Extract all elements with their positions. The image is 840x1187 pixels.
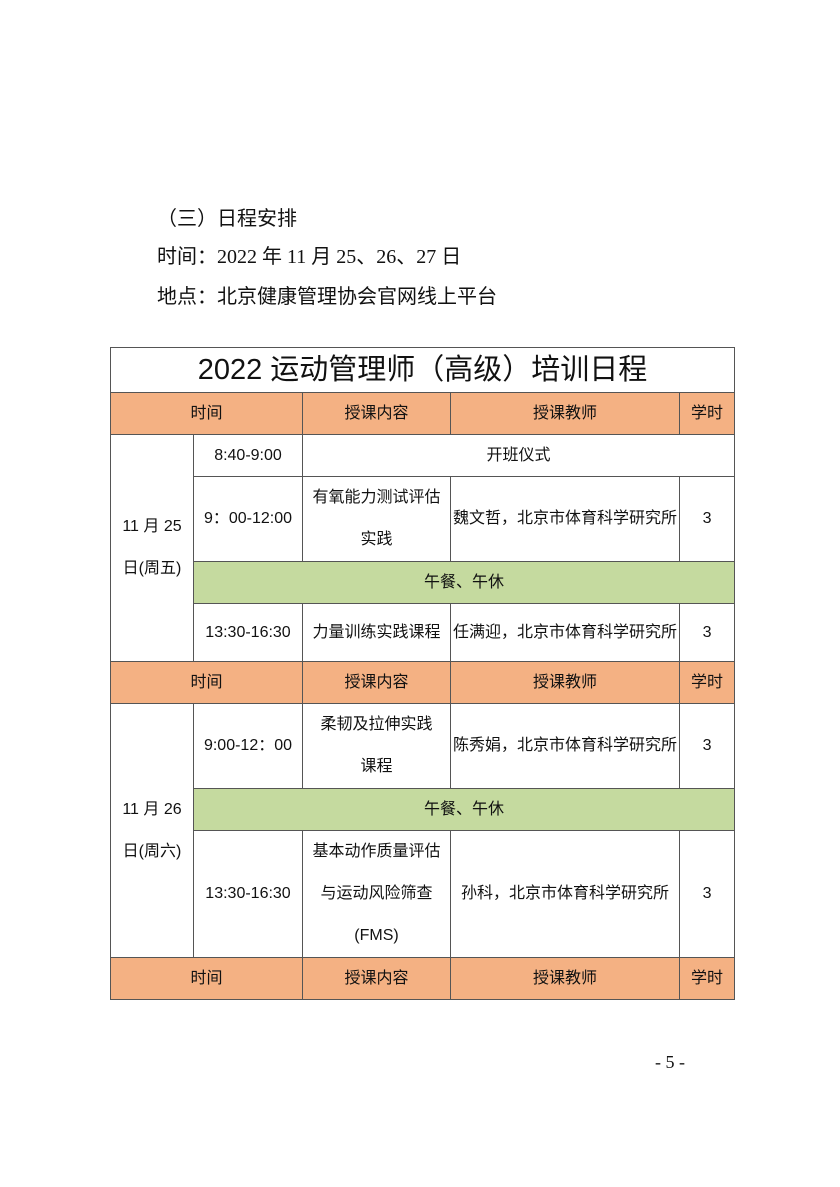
session-time: 13:30-16:30 (193, 603, 303, 662)
break-row: 午餐、午休 (111, 561, 736, 604)
break-row: 午餐、午休 (111, 788, 736, 831)
header-hours: 学时 (678, 392, 736, 435)
session-hours: 3 (678, 830, 736, 958)
session-hours: 3 (678, 703, 736, 789)
table-header: 时间 授课内容 授课教师 学时 (110, 957, 736, 1000)
header-content: 授课内容 (302, 392, 451, 435)
session-teacher: 任满迎，北京市体育科学研究所 (450, 603, 680, 662)
break-label: 午餐、午休 (192, 788, 736, 831)
session-time: 13:30-16:30 (193, 830, 303, 958)
session-time: 8:40-9:00 (193, 434, 303, 477)
header-time: 时间 (110, 661, 303, 704)
table-row: 13:30-16:30 力量训练实践课程 任满迎，北京市体育科学研究所 3 (111, 603, 736, 662)
schedule-table: 2022 运动管理师（高级）培训日程 时间 授课内容 授课教师 学时 11 月 … (109, 347, 736, 1000)
table-row: 11 月 25 日(周五) 8:40-9:00 开班仪式 (110, 434, 736, 662)
section-heading: （三）日程安排 (157, 208, 297, 230)
session-teacher: 孙科，北京市体育科学研究所 (450, 830, 680, 958)
header-teacher: 授课教师 (450, 957, 680, 1000)
session-content: 开班仪式 (301, 434, 736, 477)
time-line: 时间：2022 年 11 月 25、26、27 日 (157, 246, 462, 268)
table-row: 11 月 26 日(周六) 9:00-12：00 柔韧及拉伸实践课程 陈秀娟，北… (110, 703, 736, 958)
break-label: 午餐、午休 (192, 561, 736, 604)
table-header: 时间 授课内容 授课教师 学时 (110, 392, 736, 435)
day-date: 11 月 25 日(周五) (110, 434, 194, 662)
header-teacher: 授课教师 (450, 661, 680, 704)
header-content: 授课内容 (302, 957, 451, 1000)
session-content: 柔韧及拉伸实践课程 (302, 703, 451, 789)
session-content: 有氧能力测试评估实践 (302, 476, 451, 562)
session-content: 基本动作质量评估与运动风险筛查(FMS) (302, 830, 451, 958)
header-hours: 学时 (678, 661, 736, 704)
header-hours: 学时 (678, 957, 736, 1000)
day-date: 11 月 26 日(周六) (110, 703, 194, 958)
session-time: 9:00-12：00 (193, 703, 303, 789)
session-teacher: 陈秀娟，北京市体育科学研究所 (450, 703, 680, 789)
table-row: 13:30-16:30 基本动作质量评估与运动风险筛查(FMS) 孙科，北京市体… (111, 830, 736, 958)
header-teacher: 授课教师 (450, 392, 680, 435)
table-header: 时间 授课内容 授课教师 学时 (110, 661, 736, 704)
session-time: 9：00-12:00 (193, 476, 303, 562)
table-title: 2022 运动管理师（高级）培训日程 (109, 347, 736, 393)
session-hours: 3 (678, 603, 736, 662)
session-teacher: 魏文哲，北京市体育科学研究所 (450, 476, 680, 562)
header-content: 授课内容 (302, 661, 451, 704)
session-content: 力量训练实践课程 (302, 603, 451, 662)
header-time: 时间 (110, 392, 303, 435)
table-row: 9：00-12:00 有氧能力测试评估实践 魏文哲，北京市体育科学研究所 3 (111, 476, 736, 562)
header-time: 时间 (110, 957, 303, 1000)
place-line: 地点：北京健康管理协会官网线上平台 (157, 286, 497, 308)
page-number: - 5 - (655, 1052, 685, 1072)
session-hours: 3 (678, 476, 736, 562)
